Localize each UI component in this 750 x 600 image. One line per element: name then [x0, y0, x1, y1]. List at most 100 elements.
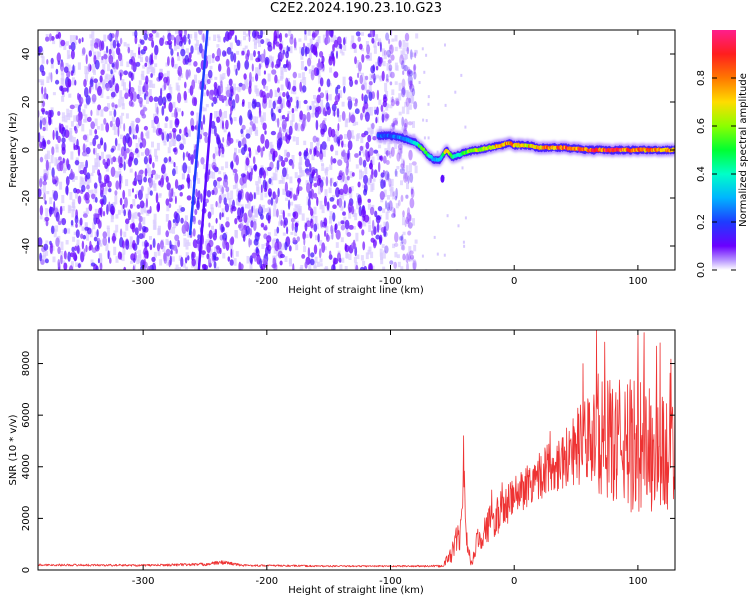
spectrogram-noise-cell	[379, 75, 383, 82]
spectrogram-noise-blob	[303, 151, 309, 157]
spectrogram-noise-blob	[170, 48, 174, 56]
spectrogram-noise-cell	[409, 91, 413, 98]
spectrogram-noise-blob	[86, 172, 91, 180]
spectrogram-noise-blob	[340, 43, 343, 50]
spectrogram-noise-cell	[301, 170, 305, 177]
spectrogram-noise-blob	[376, 89, 380, 101]
spectrogram-noise-blob	[201, 250, 206, 256]
spectrogram-noise-cell	[269, 141, 273, 150]
spectrogram-noise-cell	[348, 212, 352, 219]
spectrogram-noise-cell	[298, 73, 302, 78]
spectrogram-noise-blob	[107, 34, 111, 40]
spectrogram-noise-blob	[383, 94, 387, 100]
spectrogram-noise-cell	[403, 125, 407, 131]
spectrogram-noise-cell	[72, 199, 76, 208]
spectrogram-noise-cell	[185, 48, 189, 53]
spectrogram-noise-blob	[384, 245, 389, 254]
spectrogram-noise-cell	[141, 70, 145, 77]
spectrogram-noise-blob	[378, 161, 381, 173]
spectrogram-noise-blob	[224, 203, 229, 213]
spectrogram-noise-blob	[325, 176, 329, 187]
spectrogram-noise-blob	[357, 181, 361, 188]
spectrogram-noise-blob	[57, 220, 62, 226]
spectrogram-noise-blob	[92, 137, 97, 147]
spectrogram-noise-blob	[309, 105, 312, 111]
spectrogram-noise-blob	[402, 70, 405, 75]
spectrogram-noise-cell	[257, 176, 261, 184]
spectrogram-noise-cell	[217, 36, 221, 43]
spectrogram-noise-cell	[207, 163, 211, 171]
spectrogram-noise-cell	[70, 151, 74, 160]
spectrogram-noise-blob	[131, 222, 136, 233]
spectrogram-noise-cell	[146, 66, 150, 74]
spectrogram-noise-cell	[56, 159, 59, 164]
spectrogram-noise-blob	[326, 106, 331, 116]
spectrogram-noise-cell	[233, 258, 237, 266]
spectrogram-noise-blob	[172, 127, 177, 133]
spectrogram-noise-cell	[365, 252, 369, 260]
spectrogram-noise-cell	[378, 224, 382, 230]
spectrogram-noise-blob	[62, 157, 65, 164]
spectrogram-noise-cell	[167, 240, 171, 246]
spectrogram-noise-blob	[221, 226, 225, 232]
spectrogram-noise-blob	[297, 186, 303, 192]
spectrogram-noise-blob	[275, 41, 280, 47]
spectrogram-noise-blob	[58, 156, 62, 161]
spectrogram-noise-blob	[232, 168, 238, 174]
spectrogram-noise-blob	[374, 210, 378, 218]
spectrogram-y-tick-label: 40	[21, 48, 32, 61]
spectrogram-noise-blob	[267, 41, 272, 47]
spectrogram-noise-cell	[400, 50, 404, 59]
spectrogram-noise-cell	[378, 40, 382, 47]
spectrogram-noise-blob	[143, 156, 148, 165]
spectrogram-noise-blob	[213, 261, 217, 269]
spectrogram-noise-blob	[51, 146, 55, 156]
spectrogram-noise-cell	[78, 248, 82, 255]
spectrogram-noise-blob	[412, 260, 417, 270]
spectrogram-noise-cell	[223, 126, 227, 133]
spectrogram-noise-blob	[385, 160, 390, 165]
spectrogram-noise-cell	[219, 185, 223, 192]
spectrogram-noise-blob	[119, 197, 123, 206]
spectrogram-noise-cell	[213, 267, 217, 270]
spectrogram-noise-blob	[111, 102, 115, 108]
spectrogram-noise-blob	[237, 140, 242, 148]
spectrogram-noise-blob	[380, 179, 385, 190]
spectrogram-noise-blob	[354, 153, 359, 158]
spectrogram-noise-blob	[300, 46, 305, 57]
spectrogram-noise-cell	[414, 49, 418, 56]
spectrogram-noise-blob	[135, 61, 141, 67]
spectrogram-noise-cell	[464, 125, 467, 129]
spectrogram-noise-cell	[176, 208, 180, 214]
spectrogram-noise-cell	[340, 207, 344, 211]
spectrogram-noise-blob	[284, 33, 288, 38]
spectrogram-noise-cell	[125, 88, 129, 94]
spectrogram-noise-cell	[251, 215, 255, 221]
spectrogram-noise-cell	[205, 74, 208, 83]
spectrogram-noise-blob	[406, 262, 409, 270]
spectrogram-noise-cell	[154, 148, 158, 157]
spectrogram-noise-cell	[275, 166, 278, 173]
spectrogram-noise-blob	[123, 209, 126, 217]
spectrogram-noise-blob	[59, 85, 64, 91]
spectrogram-noise-blob	[226, 66, 231, 77]
spectrogram-noise-blob	[384, 113, 390, 119]
spectrogram-noise-cell	[310, 142, 313, 151]
spectrogram-noise-blob	[116, 40, 119, 48]
spectrogram-noise-cell	[329, 211, 333, 220]
spectrogram-noise-blob	[323, 217, 328, 227]
spectrogram-noise-cell	[423, 136, 426, 140]
spectrogram-noise-blob	[48, 33, 52, 42]
spectrogram-noise-cell	[189, 34, 193, 39]
spectrogram-noise-blob	[384, 170, 390, 181]
spectrogram-noise-blob	[329, 197, 335, 202]
spectrogram-noise-blob	[222, 50, 226, 57]
spectrogram-noise-cell	[55, 144, 59, 150]
spectrogram-noise-cell	[290, 231, 294, 235]
spectrogram-noise-cell	[64, 167, 68, 171]
spectrogram-noise-blob	[53, 190, 59, 201]
spectrogram-noise-cell	[356, 60, 360, 68]
spectrogram-noise-blob	[191, 97, 197, 106]
spectrogram-noise-cell	[251, 76, 254, 82]
